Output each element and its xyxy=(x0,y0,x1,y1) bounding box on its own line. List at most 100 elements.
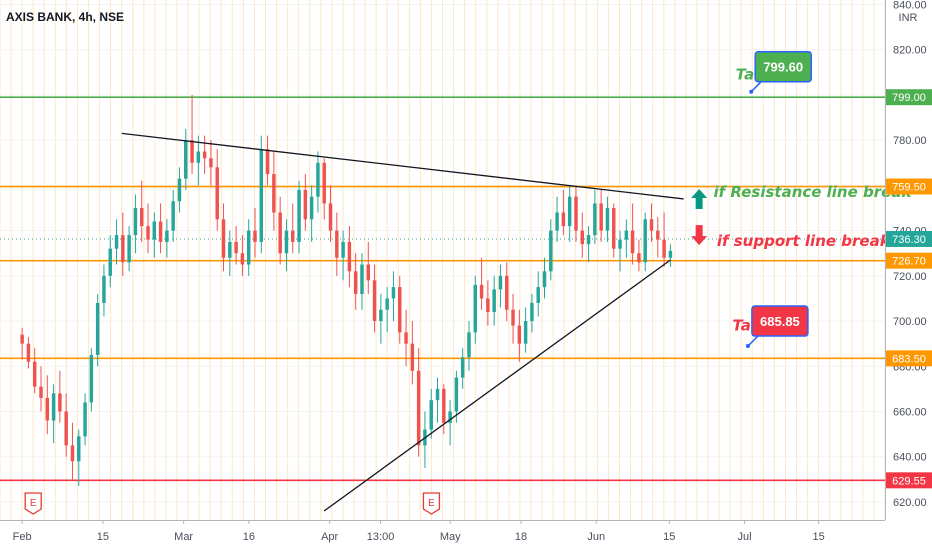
resistance-trendline xyxy=(121,132,684,200)
candle-body xyxy=(114,235,119,249)
candle-body xyxy=(479,284,484,299)
support-trendline xyxy=(323,259,671,512)
callout-box xyxy=(751,305,809,337)
x-tick-label: May xyxy=(440,531,461,543)
candle-body xyxy=(379,309,383,322)
candle-body xyxy=(467,332,471,358)
y-tick-label: 820.00 xyxy=(893,45,927,57)
x-tick-label: 15 xyxy=(97,531,109,543)
candle-body xyxy=(416,370,421,446)
candle-body xyxy=(316,162,320,197)
price-tag-label: 799.00 xyxy=(892,92,926,104)
price-tag: 759.50 xyxy=(886,178,932,195)
callout-text: 799.60 xyxy=(763,60,803,75)
candle-body xyxy=(215,167,219,220)
callout-anchor xyxy=(745,344,750,349)
candle-body xyxy=(454,377,459,412)
price-tag-box xyxy=(886,230,932,247)
candle-body xyxy=(561,212,566,227)
candle-body xyxy=(442,388,446,423)
candle-body xyxy=(95,302,100,355)
x-tick-label: Jul xyxy=(737,531,751,543)
earnings-label: E xyxy=(428,498,435,509)
price-tag-box xyxy=(886,178,932,195)
callout-text: 685.85 xyxy=(760,314,800,329)
candle-body xyxy=(328,203,333,231)
candle-body xyxy=(32,361,37,387)
time-axis[interactable]: Feb 15 Mar 16 Apr 13:00 May 18 Jun 15 Jul 15 xyxy=(13,520,825,543)
candle-body xyxy=(202,151,207,159)
candle-body xyxy=(234,241,238,254)
candle-body xyxy=(360,264,364,294)
candle-body xyxy=(649,219,654,231)
horizontal-levels[interactable] xyxy=(0,96,885,482)
earnings-label: E xyxy=(30,498,37,509)
candle-body xyxy=(429,400,433,430)
candle-body xyxy=(246,230,251,265)
candle-body xyxy=(656,230,660,240)
candle-body xyxy=(152,221,157,240)
candle-body xyxy=(177,178,182,202)
candle-body xyxy=(599,203,603,231)
price-axis-tags: 799.00 759.50 726.70 683.50 629.55 736.30 xyxy=(886,89,932,489)
candle-body xyxy=(51,393,56,421)
candle-body xyxy=(133,208,138,236)
candle-body xyxy=(630,230,635,254)
callout-anchor xyxy=(749,89,754,94)
annotation-text: if Resistance line break xyxy=(714,183,913,201)
candle-body xyxy=(473,284,478,333)
candle-body xyxy=(662,239,666,258)
candle-body xyxy=(221,219,226,258)
candle-body xyxy=(139,208,144,227)
earnings-icon xyxy=(422,492,441,515)
annotation-text: if support line break xyxy=(717,232,891,250)
candle-body xyxy=(498,275,503,290)
y-tick-label: 840.00 xyxy=(893,0,927,12)
target-callout: 799.60 xyxy=(749,50,812,94)
candle-body xyxy=(39,386,43,398)
candle-body xyxy=(70,445,75,462)
candle-body xyxy=(77,436,81,462)
y-tick-label: 700.00 xyxy=(893,316,927,328)
candle-body xyxy=(240,253,245,265)
candle-body xyxy=(618,239,622,249)
candle-body xyxy=(253,230,257,242)
earnings-marker: E xyxy=(422,492,441,515)
candle-body xyxy=(341,241,345,258)
candle-body xyxy=(612,208,616,249)
price-tag-label: 683.50 xyxy=(892,353,926,365)
price-tag-label: 629.55 xyxy=(892,475,926,487)
currency-label: INR xyxy=(899,12,918,24)
earnings-marker: E xyxy=(24,492,42,515)
x-tick-label: Apr xyxy=(321,531,338,543)
y-tick-label: 620.00 xyxy=(893,497,927,509)
candle-body xyxy=(511,309,515,326)
candle-body xyxy=(385,298,389,310)
candle-body xyxy=(158,221,163,242)
arrow-up-icon xyxy=(691,188,708,209)
candle-body xyxy=(398,287,402,333)
candle-body xyxy=(284,230,289,254)
price-tag: 683.50 xyxy=(886,350,932,367)
price-tag-box xyxy=(886,89,932,106)
x-tick-label: Feb xyxy=(13,531,32,543)
trendlines[interactable] xyxy=(121,132,684,512)
candle-body xyxy=(404,332,408,344)
x-tick-label: Jun xyxy=(587,531,605,543)
candle-body xyxy=(127,235,131,263)
x-tick-label: Mar xyxy=(174,531,193,543)
candle-body xyxy=(102,275,106,303)
candle-body xyxy=(555,212,559,231)
arrow-down-icon xyxy=(691,225,708,246)
price-tag-label: 736.30 xyxy=(892,234,926,246)
x-tick-label: 13:00 xyxy=(367,531,395,543)
candle-body xyxy=(309,196,314,220)
candle-body xyxy=(64,411,68,446)
candle-body xyxy=(486,298,490,312)
candle-body xyxy=(146,226,150,240)
candle-body xyxy=(190,140,194,163)
x-tick-label: 18 xyxy=(515,531,527,543)
candle-body xyxy=(391,287,396,299)
